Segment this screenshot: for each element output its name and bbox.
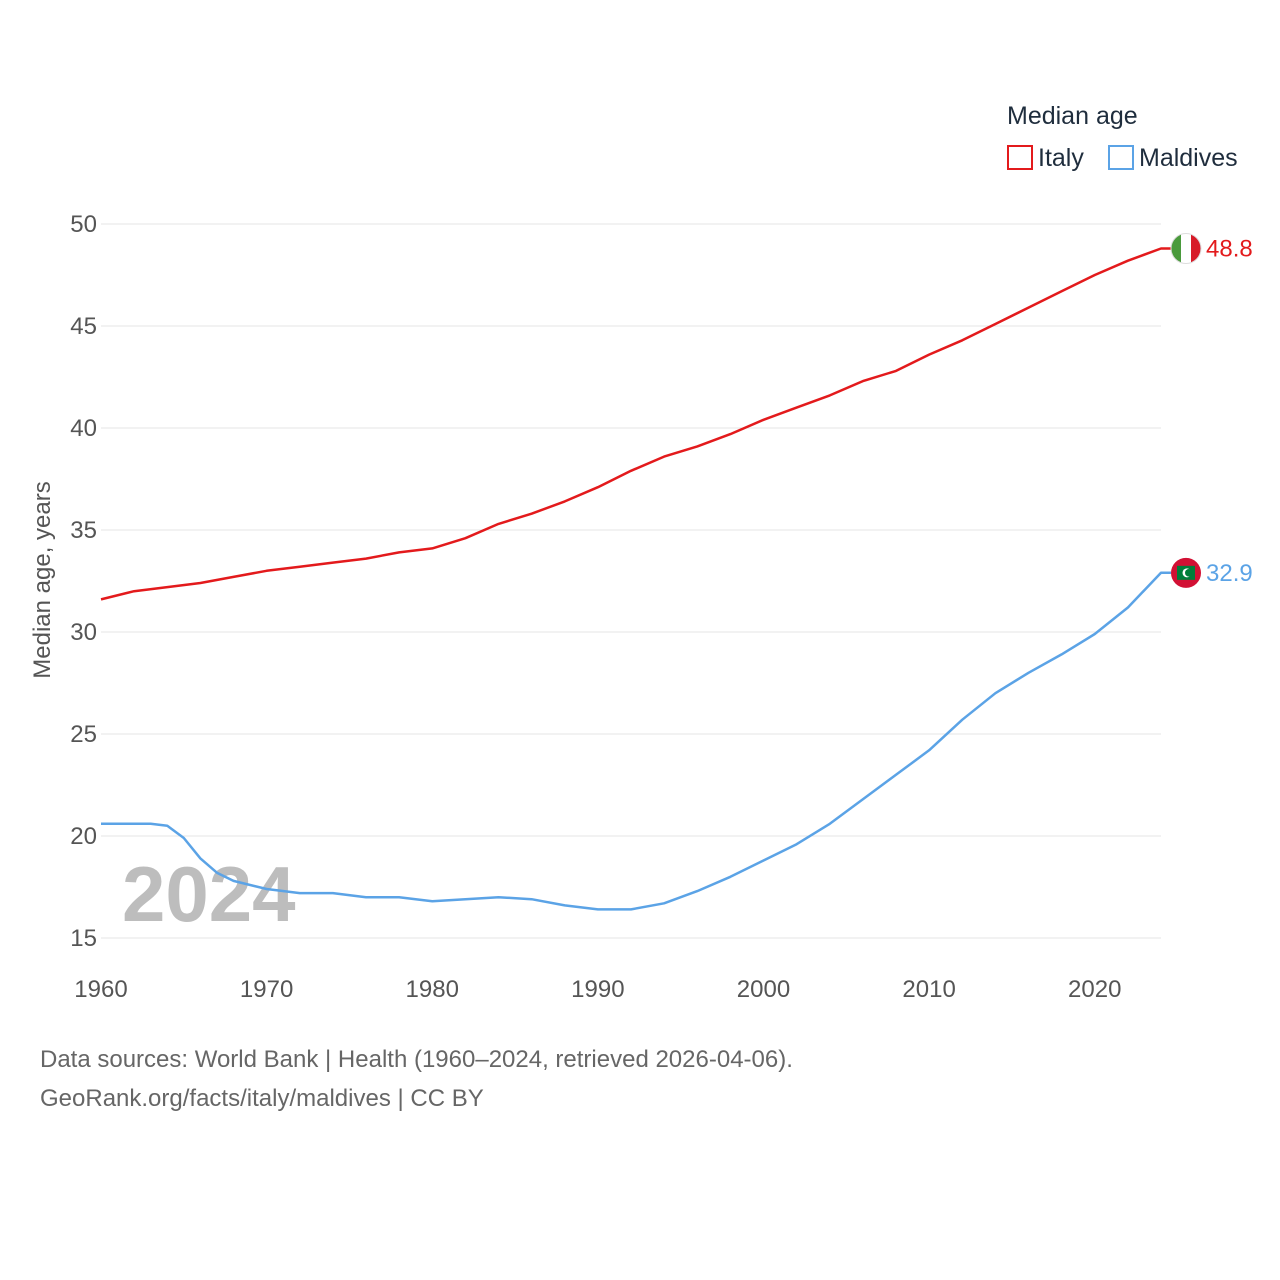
y-tick-label-25: 25 [70, 721, 97, 748]
legend-label-maldives[interactable]: Maldives [1139, 144, 1238, 172]
y-tick-label-20: 20 [70, 823, 97, 850]
flag-crescent-inner [1185, 569, 1193, 577]
flag-stripes-italy [1171, 233, 1201, 264]
grid-lines [101, 223, 1161, 939]
series-layer [100, 247, 1171, 911]
x-tick-label-1990: 1990 [571, 976, 624, 1003]
y-tick-label-50: 50 [70, 211, 97, 238]
x-tick-label-1960: 1960 [74, 976, 127, 1003]
legend-label-italy[interactable]: Italy [1038, 144, 1084, 172]
legend-title: Median age [1007, 102, 1138, 130]
flag-stripe-green [1171, 233, 1181, 264]
y-tick-label-35: 35 [70, 517, 97, 544]
end-value-label-italy: 48.8 [1206, 235, 1253, 262]
y-tick-label-40: 40 [70, 415, 97, 442]
x-tick-label-1970: 1970 [240, 976, 293, 1003]
year-watermark: 2024 [122, 850, 296, 938]
flag-stripe-white [1181, 233, 1191, 264]
x-tick-label-2010: 2010 [902, 976, 955, 1003]
end-markers: 48.8 32.9 [1170, 232, 1253, 588]
y-tick-label-30: 30 [70, 619, 97, 646]
series-line-maldives[interactable] [101, 571, 1171, 911]
maldives-flag-icon [1171, 557, 1201, 588]
series-line-italy[interactable] [100, 247, 1171, 601]
data-sources-note: Data sources: World Bank | Health (1960–… [40, 1046, 793, 1073]
legend-swatch-italy[interactable] [1007, 145, 1033, 170]
legend-item-italy[interactable]: Italy [1007, 144, 1084, 172]
x-axis-ticks: 1960 1970 1980 1990 2000 2010 2020 [74, 976, 1121, 1003]
flag-border-italy [1170, 232, 1202, 264]
italy-flag-icon [1170, 232, 1202, 264]
x-tick-label-2000: 2000 [737, 976, 790, 1003]
legend-item-maldives[interactable]: Maldives [1108, 144, 1238, 172]
source-link[interactable]: GeoRank.org/facts/italy/maldives | CC BY [40, 1085, 484, 1112]
y-tick-label-45: 45 [70, 313, 97, 340]
end-value-label-maldives: 32.9 [1206, 560, 1253, 587]
x-tick-label-1980: 1980 [406, 976, 459, 1003]
flag-stripe-red [1191, 233, 1201, 264]
y-tick-label-15: 15 [70, 925, 97, 952]
y-axis-ticks: 15 20 25 30 35 40 45 50 [70, 211, 97, 952]
y-axis-title: Median age, years [29, 481, 56, 678]
legend-swatch-maldives[interactable] [1108, 145, 1134, 170]
x-tick-label-2020: 2020 [1068, 976, 1121, 1003]
